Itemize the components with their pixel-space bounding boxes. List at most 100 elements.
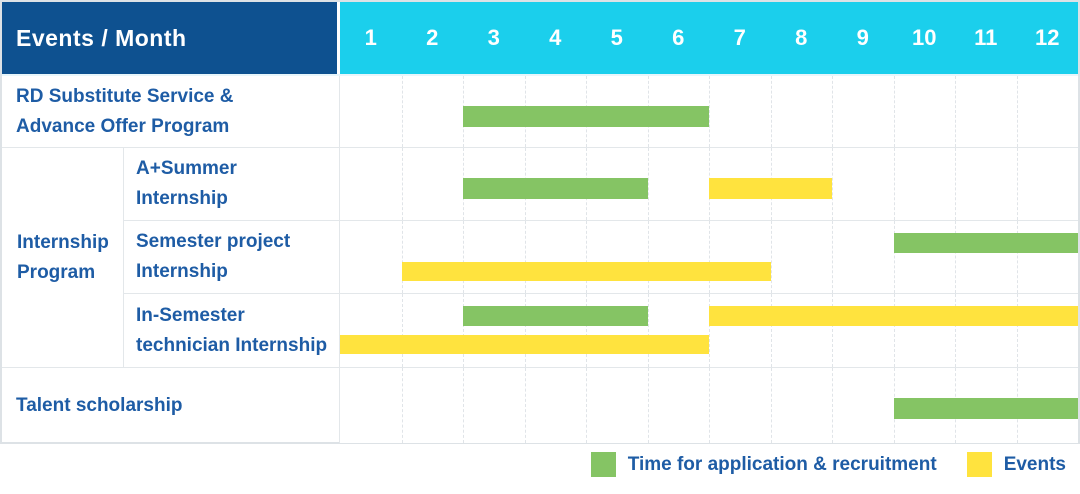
table-row: Semester project Internship — [124, 221, 1078, 294]
body-rows: RD Substitute Service & Advance Offer Pr… — [2, 74, 1078, 443]
month-gridline — [832, 221, 833, 293]
month-gridline — [770, 221, 772, 293]
month-gridline — [1016, 294, 1018, 367]
row-label-line: Advance Offer Program — [16, 115, 230, 137]
month-gridline — [770, 368, 772, 443]
month-gridline — [709, 368, 710, 443]
month-label: 3 — [487, 25, 500, 50]
month-gridline — [524, 294, 526, 367]
row-label-line: A+Summer — [136, 158, 237, 179]
month-gridline — [709, 294, 710, 367]
row-label-line: Talent scholarship — [16, 394, 183, 416]
month-gridline — [463, 221, 464, 293]
table-row: A+Summer Internship — [124, 148, 1078, 221]
group-rows: A+Summer Internship Semester project Int… — [124, 148, 1078, 367]
event-legend-label: Events — [1003, 453, 1066, 475]
month-gridline — [524, 368, 526, 443]
bar-event — [340, 335, 709, 354]
month-label: 9 — [856, 25, 869, 50]
row-label-line: In-Semester — [136, 304, 245, 326]
month-gridline — [463, 368, 464, 443]
month-gridline — [709, 221, 710, 293]
month-gridline — [1016, 148, 1018, 220]
month-gridline — [893, 294, 895, 367]
row-label-line: Internship — [136, 261, 228, 282]
month-label: 5 — [610, 25, 623, 50]
month-gridline — [893, 148, 895, 220]
month-label: 6 — [672, 25, 685, 50]
month-label: 2 — [426, 25, 439, 50]
month-gridline — [586, 221, 587, 293]
row-chart-area — [340, 148, 1078, 220]
bar-event — [709, 306, 1078, 326]
month-gridline — [955, 221, 956, 293]
month-gridline — [770, 76, 772, 147]
month-gridline — [832, 76, 833, 147]
month-gridline — [463, 294, 464, 367]
month-label: 8 — [795, 25, 808, 50]
month-gridline — [401, 221, 403, 293]
bar-event — [401, 262, 771, 281]
internship-program-group: Internship Program A+Summer Internship S… — [2, 148, 1078, 368]
bar-application — [463, 178, 648, 199]
month-gridline — [586, 368, 587, 443]
bar-application — [893, 233, 1078, 253]
month-gridline — [1016, 221, 1018, 293]
month-gridline — [893, 221, 895, 293]
month-gridline — [401, 76, 403, 147]
row-label: Semester project Internship — [124, 221, 340, 293]
month-gridline — [955, 148, 956, 220]
month-label: 1 — [364, 25, 377, 50]
row-label: A+Summer Internship — [124, 148, 340, 220]
month-label: 10 — [912, 25, 937, 50]
group-label: Internship Program — [2, 148, 124, 367]
month-gridline — [647, 368, 649, 443]
row-label-line: technician Internship — [136, 334, 328, 356]
month-gridline — [832, 148, 833, 220]
row-chart-area — [340, 76, 1078, 147]
month-gridline — [893, 76, 895, 147]
application-legend-label: Time for application & recruitment — [627, 453, 937, 475]
month-label: 12 — [1035, 25, 1060, 50]
header-title: Events / Month — [2, 2, 340, 74]
row-label-line: Internship — [136, 188, 228, 209]
row-label: RD Substitute Service & Advance Offer Pr… — [2, 76, 340, 147]
month-gridline — [955, 76, 956, 147]
row-chart-area — [340, 294, 1078, 367]
month-gridline — [647, 294, 649, 367]
event-legend-swatch — [966, 452, 992, 477]
application-legend-swatch — [590, 452, 616, 477]
month-gridline — [524, 221, 526, 293]
gantt-table: Events / Month 1 2 3 4 5 6 7 8 9 10 11 12 RD Substi… — [0, 0, 1080, 444]
bar-application — [893, 398, 1078, 419]
row-chart-area — [340, 221, 1078, 293]
month-gridline — [586, 294, 587, 367]
month-label: 11 — [974, 25, 998, 50]
group-label-line: Internship — [17, 231, 109, 253]
row-label: In-Semester technician Internship — [124, 294, 340, 367]
month-gridline — [832, 294, 833, 367]
legend: Time for application & recruitment Event… — [0, 452, 1066, 477]
group-label-line: Program — [17, 261, 96, 283]
month-label: 4 — [549, 25, 562, 50]
table-row: In-Semester technician Internship — [124, 294, 1078, 367]
month-gridline — [1016, 76, 1018, 147]
header-row: Events / Month 1 2 3 4 5 6 7 8 9 10 11 12 — [2, 2, 1078, 74]
row-label-line: Semester project — [136, 231, 291, 252]
month-label: 7 — [733, 25, 746, 50]
month-gridline — [401, 368, 403, 443]
row-chart-area — [340, 368, 1078, 443]
row-label: Talent scholarship — [2, 368, 340, 443]
month-gridline — [647, 221, 649, 293]
table-row: RD Substitute Service & Advance Offer Pr… — [2, 76, 1078, 148]
month-gridline — [955, 294, 956, 367]
table-row: Talent scholarship — [2, 368, 1078, 443]
month-gridline — [401, 148, 403, 220]
month-gridline — [401, 294, 403, 367]
month-gridline — [832, 368, 833, 443]
month-gridline — [770, 294, 772, 367]
month-gridline — [647, 148, 649, 220]
row-label-line: RD Substitute Service & — [16, 85, 234, 107]
month-gridline — [709, 76, 710, 147]
bar-application — [463, 306, 648, 326]
